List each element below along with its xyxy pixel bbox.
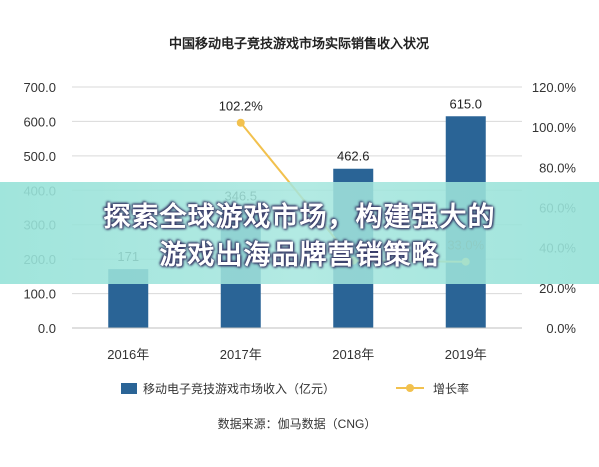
legend-label-line: 增长率 xyxy=(433,381,469,396)
bar-data-label: 615.0 xyxy=(449,96,482,111)
y-left-tick-label: 100.0 xyxy=(23,287,56,302)
y-right-tick-label: 120.0% xyxy=(532,80,577,95)
legend-swatch-bar xyxy=(121,383,137,394)
y-left-tick-label: 600.0 xyxy=(23,114,56,129)
chart-title: 中国移动电子竞技游戏市场实际销售收入状况 xyxy=(169,36,429,51)
source-note: 数据来源：伽马数据（CNG） xyxy=(218,416,377,431)
growth-point xyxy=(236,118,245,127)
x-tick-label: 2018年 xyxy=(332,347,374,362)
bar-data-label: 462.6 xyxy=(337,149,370,164)
banner-headline-line1: 探索全球游戏市场，构建强大的 xyxy=(103,202,496,233)
growth-data-label: 102.2% xyxy=(219,99,264,114)
y-left-tick-label: 0.0 xyxy=(38,321,56,336)
y-right-tick-label: 20.0% xyxy=(539,281,576,296)
promo-banner xyxy=(0,182,599,284)
y-right-tick-label: 100.0% xyxy=(532,120,577,135)
x-tick-label: 2017年 xyxy=(220,347,262,362)
y-right-tick-label: 0.0% xyxy=(546,321,576,336)
y-right-tick-label: 80.0% xyxy=(539,160,576,175)
x-tick-label: 2016年 xyxy=(107,347,149,362)
y-left-tick-label: 500.0 xyxy=(23,149,56,164)
y-left-tick-label: 700.0 xyxy=(23,80,56,95)
x-tick-label: 2019年 xyxy=(445,347,487,362)
banner-headline-line2: 游戏出海品牌营销策略 xyxy=(159,240,440,271)
legend-label-bar: 移动电子竞技游戏市场收入（亿元） xyxy=(143,381,335,396)
legend-swatch-marker xyxy=(406,384,414,392)
